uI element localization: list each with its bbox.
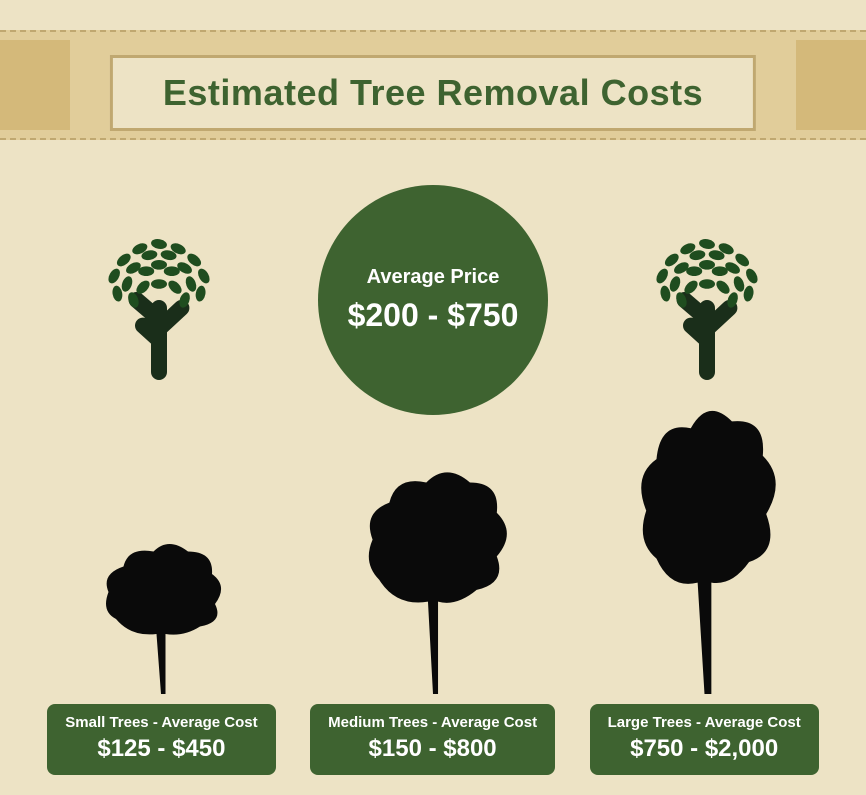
average-price-circle: Average Price $200 - $750	[318, 185, 548, 415]
small-tree-silhouette-icon	[86, 529, 236, 694]
average-price-value: $200 - $750	[348, 297, 519, 334]
large-tree-silhouette-icon	[617, 394, 792, 694]
medium-tree-column: Medium Trees - Average Cost $150 - $800	[310, 459, 555, 775]
page-title: Estimated Tree Removal Costs	[110, 55, 756, 131]
large-tree-badge: Large Trees - Average Cost $750 - $2,000	[590, 704, 819, 775]
small-tree-column: Small Trees - Average Cost $125 - $450	[47, 529, 275, 775]
bottom-row: Small Trees - Average Cost $125 - $450 M…	[0, 394, 866, 775]
tree-icon	[79, 220, 239, 380]
average-price-label: Average Price	[367, 266, 500, 289]
small-tree-price: $125 - $450	[65, 735, 257, 763]
medium-tree-label: Medium Trees - Average Cost	[328, 714, 537, 731]
large-tree-column: Large Trees - Average Cost $750 - $2,000	[590, 394, 819, 775]
small-tree-label: Small Trees - Average Cost	[65, 714, 257, 731]
large-tree-price: $750 - $2,000	[608, 735, 801, 763]
medium-tree-price: $150 - $800	[328, 735, 537, 763]
large-tree-label: Large Trees - Average Cost	[608, 714, 801, 731]
medium-tree-badge: Medium Trees - Average Cost $150 - $800	[310, 704, 555, 775]
header-tab-left	[0, 40, 70, 130]
header-tab-right	[796, 40, 866, 130]
small-tree-badge: Small Trees - Average Cost $125 - $450	[47, 704, 275, 775]
tree-icon	[627, 220, 787, 380]
top-row: Average Price $200 - $750	[0, 185, 866, 415]
medium-tree-silhouette-icon	[348, 459, 518, 694]
